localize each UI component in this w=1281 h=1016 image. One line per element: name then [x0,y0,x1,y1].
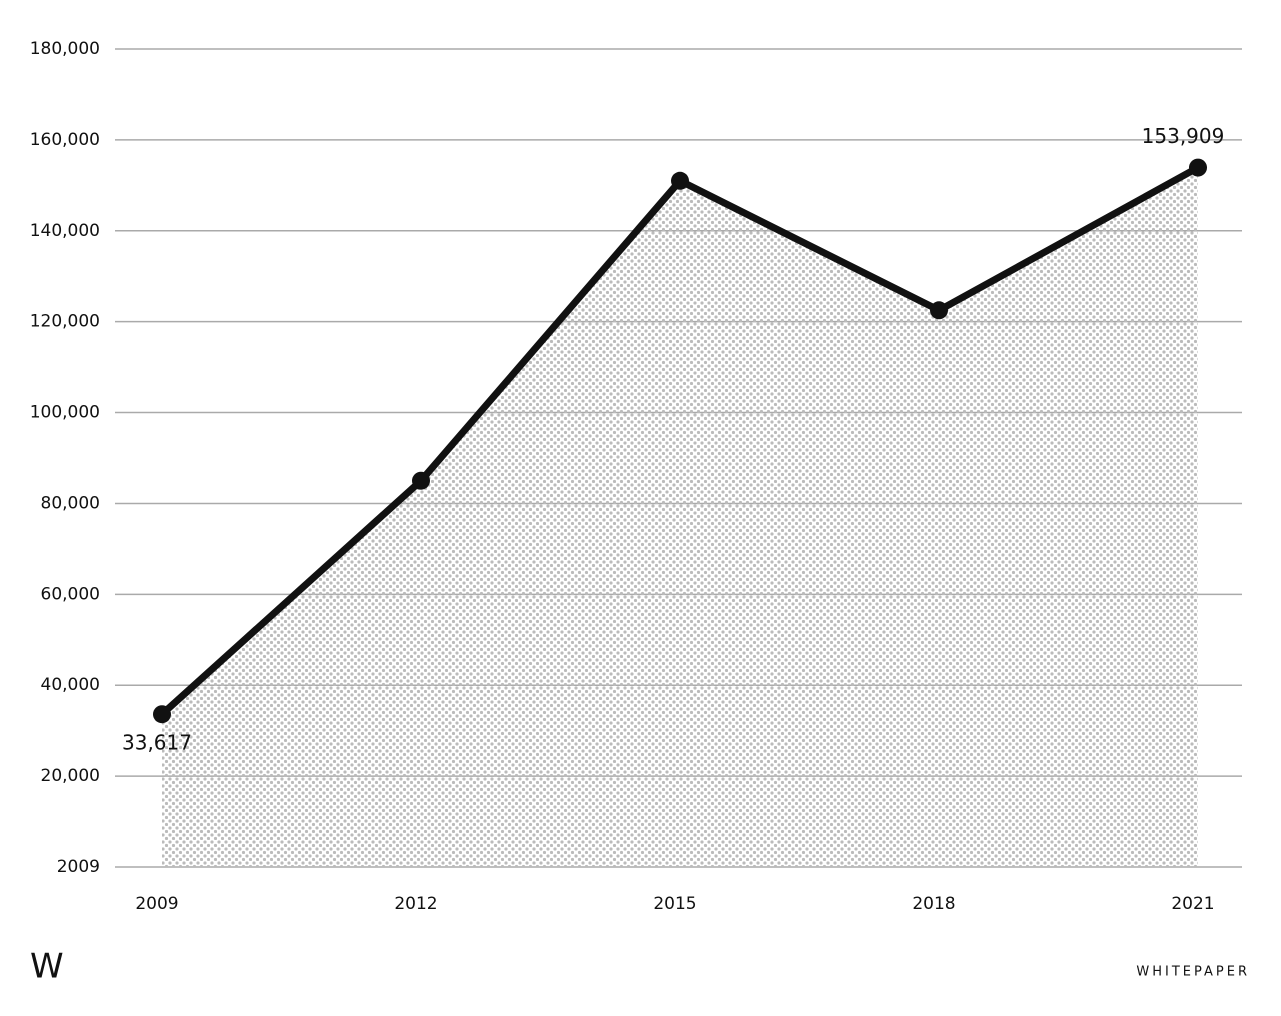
y-tick-label: 20,000 [41,766,100,786]
area [162,167,1198,868]
logo: W [30,947,64,987]
brand: WHITEPAPER [1136,965,1250,980]
y-tick-label: 80,000 [41,493,100,513]
x-tick-label: 2012 [394,894,437,914]
point [412,471,430,490]
value-label: 33,617 [122,731,192,755]
y-tick-label: 160,000 [30,130,100,150]
point [153,705,171,724]
point [930,301,948,320]
x-tick-label: 2018 [912,894,955,914]
point [1189,158,1207,177]
x-tick-label: 2015 [653,894,696,914]
x-tick-label: 2021 [1171,894,1214,914]
y-tick-label: 100,000 [30,403,100,423]
y-tick-label: 120,000 [30,312,100,332]
y-tick-label: 140,000 [30,221,100,241]
y-tick-label: 40,000 [41,675,100,695]
x-tick-label: 2009 [135,894,178,914]
y-tick-label: 2009 [57,857,100,877]
y-tick-label: 180,000 [30,39,100,59]
value-label: 153,909 [1142,124,1225,148]
point [671,171,689,190]
y-tick-label: 60,000 [41,584,100,604]
